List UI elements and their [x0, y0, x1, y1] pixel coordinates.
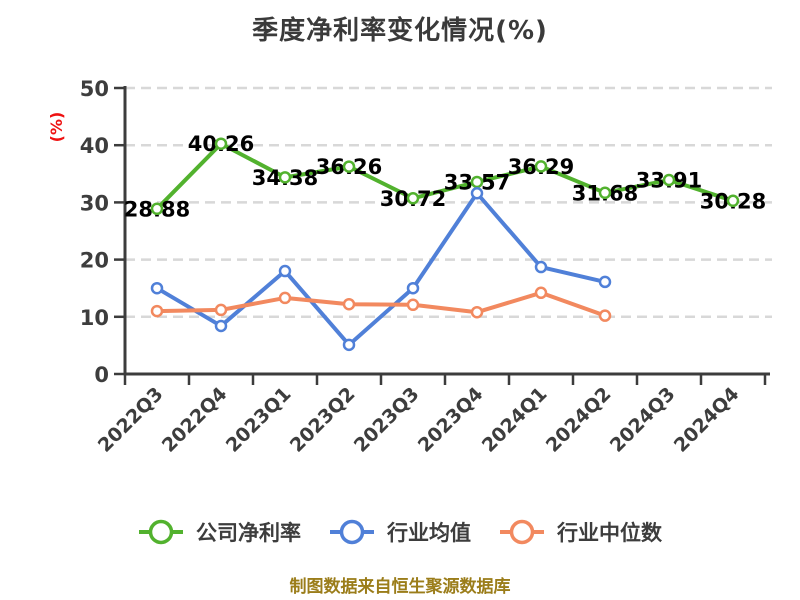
company-net-margin-point	[662, 173, 676, 187]
legend-item-industry-average[interactable]: 行业均值	[329, 517, 471, 547]
company-net-margin-point	[470, 175, 484, 189]
y-tick-label: 50	[80, 77, 109, 101]
legend-label-industry-median: 行业中位数	[557, 521, 662, 545]
industry-average-point	[598, 275, 612, 289]
industry-average-point	[214, 319, 228, 333]
industry-median-point	[278, 291, 292, 305]
industry-average-point	[150, 281, 164, 295]
industry-median-point	[150, 304, 164, 318]
x-tick-label: 2024Q3	[606, 383, 680, 457]
legend-label-company-net-margin: 公司净利率	[196, 521, 301, 545]
x-tick-label: 2023Q4	[414, 383, 488, 457]
industry-median-point	[342, 297, 356, 311]
company-net-margin-point	[342, 160, 356, 173]
x-tick-label: 2024Q1	[478, 383, 552, 457]
company-net-margin-point	[726, 194, 740, 208]
industry-median-point	[406, 298, 420, 312]
company-net-margin-point	[598, 186, 612, 200]
industry-average-point	[470, 186, 484, 200]
y-axis-label: (%)	[47, 112, 66, 143]
green-line-marker-icon	[139, 519, 183, 545]
x-tick-label: 2023Q2	[286, 383, 360, 457]
legend-label-industry-average: 行业均值	[387, 521, 471, 545]
x-tick-label: 2022Q3	[94, 383, 168, 457]
industry-average-point	[342, 338, 356, 352]
company-net-margin-line	[155, 141, 735, 211]
legend-item-industry-median[interactable]: 行业中位数	[499, 517, 662, 547]
company-net-margin-point	[278, 171, 292, 184]
industry-average-point	[406, 281, 420, 295]
orange-line-marker-icon	[500, 519, 544, 545]
x-tick-label: 2023Q1	[222, 383, 296, 457]
y-tick-label: 30	[80, 191, 109, 215]
y-tick-label: 10	[80, 306, 109, 330]
y-tick-label: 20	[80, 249, 109, 273]
company-net-margin-point	[406, 192, 420, 205]
industry-average-point	[534, 260, 548, 274]
industry-median-point	[470, 305, 484, 319]
company-net-margin-point	[150, 202, 164, 216]
x-tick-label: 2024Q2	[542, 383, 616, 457]
company-net-margin-point	[214, 137, 228, 150]
company-net-margin-point	[534, 160, 548, 173]
x-tick-label: 2022Q4	[158, 383, 232, 457]
industry-median-point	[214, 303, 228, 317]
industry-average-point	[278, 264, 292, 278]
industry-median-point	[598, 309, 612, 322]
legend-item-company-net-margin[interactable]: 公司净利率	[138, 517, 301, 547]
y-tick-label: 40	[80, 134, 109, 158]
y-tick-label: 0	[94, 363, 109, 387]
legend: 公司净利率 行业均值 行业中位数	[0, 517, 800, 547]
industry-median-line	[155, 290, 607, 318]
industry-median-point	[534, 286, 548, 300]
industry-average-line	[155, 191, 607, 347]
blue-line-marker-icon	[330, 519, 374, 545]
x-tick-label: 2024Q4	[670, 383, 744, 457]
x-tick-label: 2023Q3	[350, 383, 424, 457]
chart-title: 季度净利率变化情况(%)	[252, 16, 548, 46]
data-source-note: 制图数据来自恒生聚源数据库	[289, 577, 511, 597]
